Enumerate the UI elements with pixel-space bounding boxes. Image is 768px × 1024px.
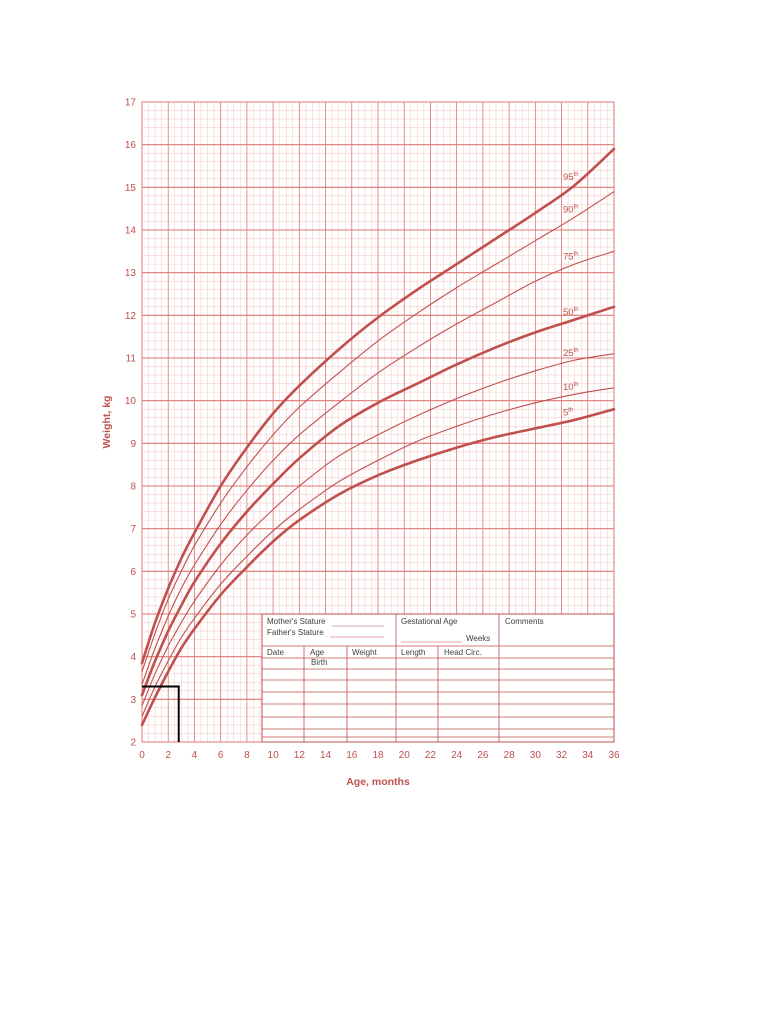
percentile-curve-5: [140, 407, 616, 727]
weeks-label: Weeks: [466, 634, 490, 643]
percentile-label-5: 5th: [563, 408, 573, 419]
y-tick-label: 6: [130, 567, 136, 578]
y-tick-label: 9: [130, 439, 136, 450]
x-tick-label: 30: [530, 750, 542, 761]
y-tick-label: 14: [125, 226, 137, 237]
percentile-label-50: 50th: [563, 307, 579, 318]
percentile-curve-10: [141, 387, 615, 717]
x-tick-label: 28: [504, 750, 516, 761]
y-tick-label: 4: [130, 652, 136, 663]
percentile-label-25: 25th: [563, 348, 579, 359]
mothers-stature-label: Mother's Stature: [267, 617, 326, 626]
fathers-stature-label: Father's Stature: [267, 628, 324, 637]
x-tick-label: 10: [268, 750, 280, 761]
percentile-label-10: 10th: [563, 382, 579, 393]
x-tick-label: 4: [192, 750, 198, 761]
x-tick-label: 18: [372, 750, 384, 761]
x-axis-title: Age, months: [346, 776, 410, 788]
y-tick-label: 2: [130, 738, 136, 749]
weight-header: Weight: [352, 648, 378, 657]
percentile-curve-90: [141, 191, 615, 673]
date-header: Date: [267, 648, 284, 657]
y-tick-label: 12: [125, 311, 137, 322]
birth-cell: Birth: [311, 658, 327, 667]
x-tick-label: 6: [218, 750, 224, 761]
age-header: Age: [310, 648, 325, 657]
y-tick-label: 5: [130, 610, 136, 621]
x-tick-label: 32: [556, 750, 568, 761]
y-tick-label: 15: [125, 183, 137, 194]
x-tick-label: 36: [608, 750, 620, 761]
length-header: Length: [401, 648, 425, 657]
percentile-curve-50: [140, 305, 616, 697]
comments-label: Comments: [505, 617, 544, 626]
head-circ-header: Head Circ.: [444, 648, 482, 657]
percentile-curve-95: [140, 147, 616, 665]
measurement-marker: [142, 685, 180, 742]
y-tick-label: 8: [130, 482, 136, 493]
y-tick-label: 11: [126, 354, 137, 365]
y-tick-label: 13: [125, 268, 137, 279]
x-tick-label: 34: [582, 750, 594, 761]
x-tick-label: 8: [244, 750, 250, 761]
percentile-label-90: 90th: [563, 204, 579, 215]
y-tick-label: 16: [125, 140, 137, 151]
x-tick-label: 12: [294, 750, 306, 761]
percentile-curves: 95th 90th 75th 50th 25th 10th 5th: [140, 147, 616, 727]
x-tick-label: 26: [477, 750, 489, 761]
x-tick-label: 20: [399, 750, 411, 761]
y-tick-label: 17: [125, 98, 137, 109]
x-tick-label: 14: [320, 750, 332, 761]
x-tick-label: 22: [425, 750, 437, 761]
labels: Age, months Weight, kg 0 2 4 6 8 10 12 14 16 18 20…: [101, 98, 620, 789]
x-tick-label: 2: [165, 750, 171, 761]
percentile-label-95: 95th: [563, 172, 579, 183]
percentile-curve-75: [141, 250, 615, 685]
y-tick-label: 10: [125, 396, 137, 407]
x-tick-label: 16: [346, 750, 358, 761]
y-tick-label: 3: [130, 695, 136, 706]
percentile-curve-25: [141, 353, 615, 707]
record-table: Mother's Stature Father's Stature Gestatio…: [261, 613, 615, 743]
y-axis-title: Weight, kg: [101, 396, 113, 449]
y-tick-label: 7: [130, 524, 136, 535]
x-tick-label: 0: [139, 750, 145, 761]
x-tick-label: 24: [451, 750, 463, 761]
percentile-label-75: 75th: [563, 252, 579, 263]
gestational-age-label: Gestational Age: [401, 617, 458, 626]
measurement-marker-line: [142, 685, 180, 742]
